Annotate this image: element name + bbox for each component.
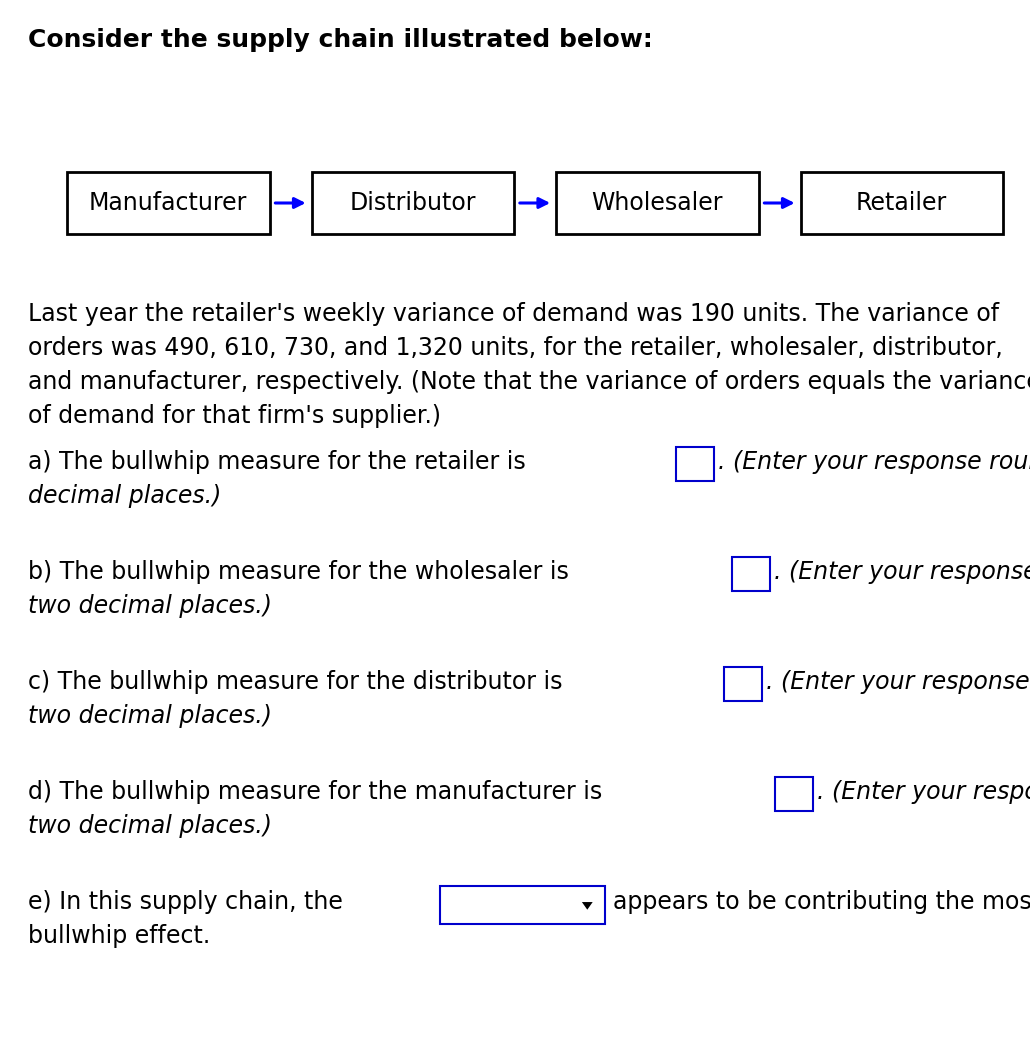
Bar: [800, 172, 1003, 234]
Bar: [732, 556, 769, 590]
Text: decimal places.): decimal places.): [28, 484, 221, 508]
Bar: [677, 447, 714, 481]
Text: Manufacturer: Manufacturer: [89, 191, 247, 215]
Text: Distributor: Distributor: [349, 191, 476, 215]
Text: appears to be contributing the most to the: appears to be contributing the most to t…: [613, 890, 1030, 914]
Text: two decimal places.): two decimal places.): [28, 594, 272, 618]
Text: . (Enter your response rounded to: . (Enter your response rounded to: [765, 670, 1030, 693]
Text: b) The bullwhip measure for the wholesaler is: b) The bullwhip measure for the wholesal…: [28, 560, 569, 584]
Text: two decimal places.): two decimal places.): [28, 813, 272, 838]
Text: . (Enter your response rounded to two: . (Enter your response rounded to two: [718, 450, 1030, 474]
Bar: [775, 776, 813, 810]
Text: Last year the retailer's weekly variance of demand was 190 units. The variance o: Last year the retailer's weekly variance…: [28, 302, 999, 326]
Text: orders was 490, 610, 730, and 1,320 units, for the retailer, wholesaler, distrib: orders was 490, 610, 730, and 1,320 unit…: [28, 336, 1003, 360]
Bar: [724, 667, 761, 701]
Bar: [67, 172, 270, 234]
Bar: [311, 172, 514, 234]
Text: Retailer: Retailer: [856, 191, 948, 215]
Polygon shape: [582, 902, 592, 910]
Text: bullwhip effect.: bullwhip effect.: [28, 924, 210, 948]
Text: Consider the supply chain illustrated below:: Consider the supply chain illustrated be…: [28, 28, 653, 52]
Text: . (Enter your response rounded to: . (Enter your response rounded to: [817, 780, 1030, 804]
Text: two decimal places.): two decimal places.): [28, 704, 272, 727]
Bar: [440, 886, 606, 924]
Text: c) The bullwhip measure for the distributor is: c) The bullwhip measure for the distribu…: [28, 670, 562, 693]
Text: e) In this supply chain, the: e) In this supply chain, the: [28, 890, 343, 914]
Text: . (Enter your response rounded to: . (Enter your response rounded to: [774, 560, 1030, 584]
Bar: [556, 172, 758, 234]
Text: Wholesaler: Wholesaler: [591, 191, 723, 215]
Text: d) The bullwhip measure for the manufacturer is: d) The bullwhip measure for the manufact…: [28, 780, 603, 804]
Text: and manufacturer, respectively. (Note that the variance of orders equals the var: and manufacturer, respectively. (Note th…: [28, 370, 1030, 394]
Text: of demand for that firm's supplier.): of demand for that firm's supplier.): [28, 404, 441, 428]
Text: a) The bullwhip measure for the retailer is: a) The bullwhip measure for the retailer…: [28, 450, 525, 474]
